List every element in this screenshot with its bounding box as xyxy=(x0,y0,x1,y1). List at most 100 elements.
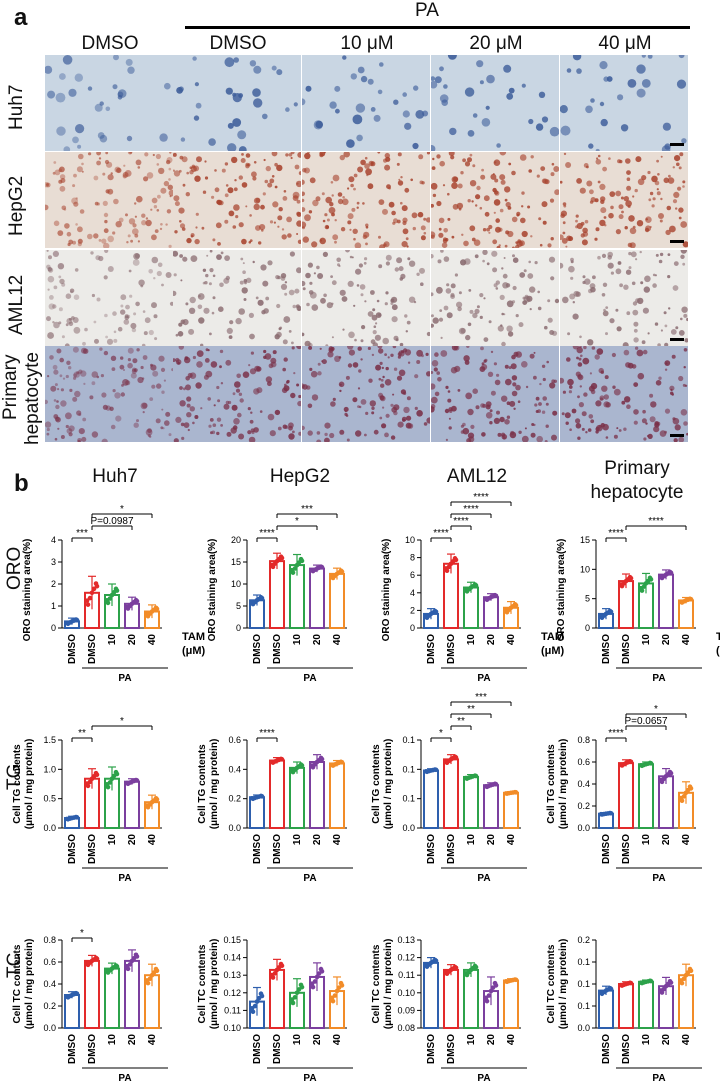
x-tick-label-oro-hepg2-1: DMSO xyxy=(272,634,283,664)
sig-label-oro-aml12-0: **** xyxy=(433,528,449,539)
y-axis-unit-tg-huh7: (μmol / mg protein) xyxy=(24,739,35,830)
data-point-tg-aml12-2 xyxy=(473,773,479,779)
x-tick-label-oro-huh7-0: DMSO xyxy=(67,634,78,664)
sig-label-tg-aml12-0: * xyxy=(439,728,443,739)
sig-label-tc-huh7-0: * xyxy=(80,928,84,939)
tam-label-oro-huh7: TAM xyxy=(182,631,205,643)
data-point-tg-primary-hepatocyte-2 xyxy=(648,761,654,766)
x-tick-label-tc-aml12-1: DMSO xyxy=(446,1034,457,1064)
x-tick-label-oro-huh7-4: 40 xyxy=(147,634,158,646)
data-point-tc-huh7-3 xyxy=(124,963,130,969)
pa-label-tg-aml12: PA xyxy=(477,873,490,884)
data-point-oro-primary-hepatocyte-3 xyxy=(668,570,674,576)
sig-label-oro-hepg2-1: * xyxy=(295,516,299,527)
tam-unit-oro-aml12: (μM) xyxy=(541,645,565,657)
y-tick-label-tc-huh7: 0.6 xyxy=(43,957,56,967)
data-point-tg-hepg2-1 xyxy=(279,757,285,762)
bar-oro-hepg2-1 xyxy=(269,560,285,629)
y-axis-unit-tc-aml12: (μmol / mg protein) xyxy=(383,939,394,1030)
data-point-tc-aml12-1 xyxy=(443,970,449,975)
micrograph-aml12-dmso-control xyxy=(45,250,173,346)
data-point-tg-hepg2-3 xyxy=(309,763,315,768)
data-point-oro-huh7-1 xyxy=(94,583,100,589)
data-point-tc-huh7-0 xyxy=(64,994,70,999)
data-point-oro-hepg2-3 xyxy=(319,564,325,570)
x-tick-label-oro-aml12-0: DMSO xyxy=(426,634,437,664)
data-point-oro-huh7-0 xyxy=(64,620,70,626)
chart-title-huh7: Huh7 xyxy=(92,466,138,487)
data-point-tg-hepg2-0 xyxy=(249,795,255,801)
y-tick-label-tg-primary-hepatocyte: 0.0 xyxy=(577,823,590,833)
data-point-tc-hepg2-3 xyxy=(319,969,325,974)
data-point-oro-primary-hepatocyte-1 xyxy=(618,582,624,587)
chart-title-primary: Primary xyxy=(604,458,670,479)
data-point-oro-aml12-0 xyxy=(423,614,429,619)
data-point-tc-hepg2-0 xyxy=(249,1006,255,1011)
sig-label-oro-huh7-0: *** xyxy=(76,528,88,539)
bar-tg-aml12-2 xyxy=(463,775,479,830)
y-tick-label-oro-hepg2: 15 xyxy=(231,557,241,567)
data-point-tg-huh7-3 xyxy=(124,780,130,786)
x-tick-label-tc-hepg2-4: 40 xyxy=(332,1034,343,1046)
bar-tc-aml12-1 xyxy=(443,968,459,1029)
y-tick-label-tc-primary-hepatocyte: 0.1 xyxy=(577,1001,590,1011)
bar-tg-aml12-1 xyxy=(443,758,459,829)
x-tick-label-oro-hepg2-2: 10 xyxy=(292,634,303,646)
data-point-tg-aml12-3 xyxy=(483,783,489,789)
bar-tg-hepg2-4 xyxy=(329,762,345,830)
data-point-oro-aml12-4 xyxy=(503,608,509,614)
sig-label-tg-huh7-1: * xyxy=(120,716,124,727)
y-axis-unit-tc-primary-hepatocyte: (μmol / mg protein) xyxy=(558,939,569,1030)
data-point-tc-hepg2-4 xyxy=(329,995,335,1001)
micrograph-primary-dmso-control xyxy=(45,346,173,442)
data-point-tg-hepg2-2 xyxy=(289,768,295,773)
pa-label-oro-huh7: PA xyxy=(118,673,131,684)
bar-tc-aml12-2 xyxy=(463,968,479,1029)
chart-title-hepatocyte: hepatocyte xyxy=(590,482,684,503)
micrograph-aml12-10um xyxy=(302,250,430,346)
data-point-tc-huh7-3 xyxy=(134,954,140,959)
column-header-10um: 10 μM xyxy=(340,33,394,54)
sig-label-tg-hepg2-0: **** xyxy=(259,728,275,739)
bar-tc-huh7-0 xyxy=(64,994,80,1029)
bar-tg-aml12-3 xyxy=(483,784,499,830)
bar-tc-huh7-2 xyxy=(104,967,120,1029)
data-point-oro-primary-hepatocyte-2 xyxy=(648,577,654,582)
y-tick-label-tg-huh7: 0.0 xyxy=(43,823,56,833)
data-point-tc-huh7-4 xyxy=(154,968,160,974)
x-tick-label-tc-aml12-0: DMSO xyxy=(426,1034,437,1064)
micrograph-huh7-dmso-pa xyxy=(173,55,301,151)
x-tick-label-tc-aml12-4: 40 xyxy=(506,1034,517,1046)
pa-label-oro-primary-hepatocyte: PA xyxy=(652,673,665,684)
data-point-tc-hepg2-3 xyxy=(309,981,315,987)
data-point-tg-aml12-1 xyxy=(453,755,459,760)
y-tick-label-tg-aml12: 0.1 xyxy=(402,764,415,774)
data-point-oro-huh7-1 xyxy=(84,598,90,604)
bar-oro-aml12-2 xyxy=(463,586,479,630)
micrograph-aml12-dmso-pa xyxy=(173,250,301,346)
data-point-oro-aml12-4 xyxy=(513,602,519,608)
micrograph-hepg2-dmso-control xyxy=(45,152,173,248)
y-axis-label-oro-aml12: ORO staining area(%) xyxy=(381,539,392,642)
data-point-tc-aml12-0 xyxy=(423,963,429,968)
sig-label-oro-aml12-1: **** xyxy=(453,516,469,527)
sig-label-tg-aml12-2: ** xyxy=(467,704,475,715)
x-tick-label-oro-aml12-2: 10 xyxy=(466,634,477,646)
sig-label-tg-aml12-1: ** xyxy=(457,716,465,727)
y-tick-label-tg-primary-hepatocyte: 0.6 xyxy=(577,757,590,767)
y-tick-label-oro-hepg2: 0 xyxy=(236,623,241,633)
micrograph-aml12-40um xyxy=(560,250,688,346)
y-tick-label-oro-hepg2: 10 xyxy=(231,579,241,589)
x-tick-label-tc-aml12-2: 10 xyxy=(466,1034,477,1046)
micrograph-primary-10um xyxy=(302,346,430,442)
x-tick-label-tg-primary-hepatocyte-3: 20 xyxy=(661,834,672,846)
pa-label-tc-huh7: PA xyxy=(118,1073,131,1084)
y-tick-label-tg-primary-hepatocyte: 0.4 xyxy=(577,779,590,789)
data-point-tc-hepg2-2 xyxy=(299,984,305,990)
data-point-tg-aml12-0 xyxy=(433,767,439,773)
y-tick-label-tg-hepg2: 0.6 xyxy=(228,735,241,745)
data-point-tc-hepg2-0 xyxy=(254,999,260,1004)
x-tick-label-oro-hepg2-4: 40 xyxy=(332,634,343,646)
y-tick-label-tg-primary-hepatocyte: 0.8 xyxy=(577,735,590,745)
data-point-tg-primary-hepatocyte-3 xyxy=(668,770,674,776)
